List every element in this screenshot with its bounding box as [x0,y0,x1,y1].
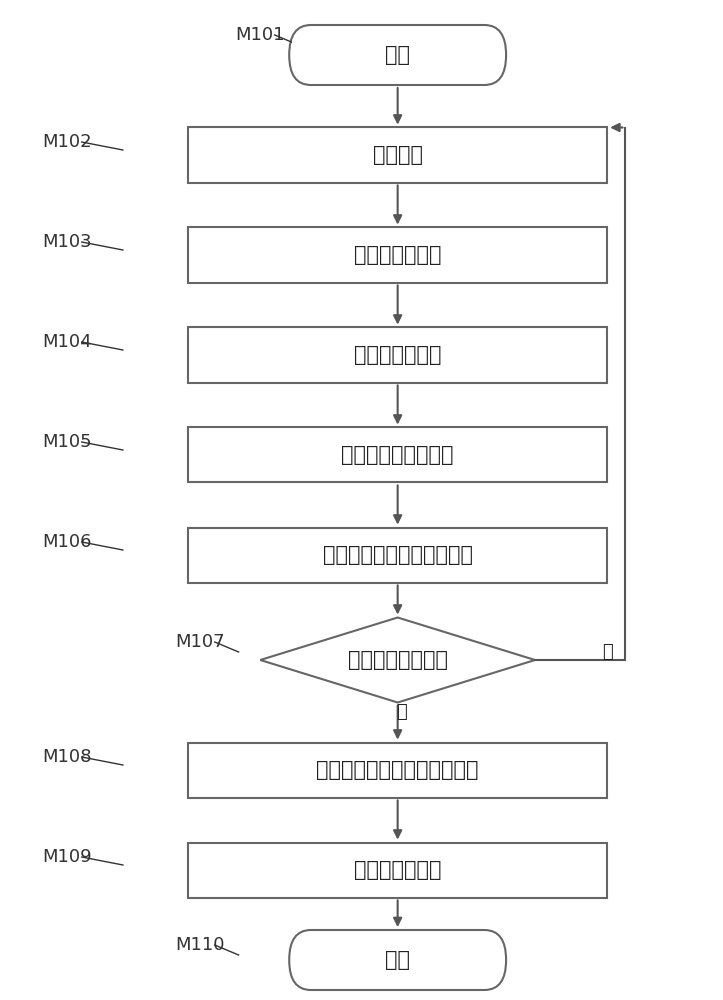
Text: 发出信息并报警: 发出信息并报警 [354,860,442,880]
Text: 是: 是 [396,703,406,721]
Text: M109: M109 [42,848,92,866]
Text: 开始: 开始 [385,45,410,65]
Text: 结束: 结束 [385,950,410,970]
Text: M107: M107 [175,633,225,651]
Bar [188,328,607,382]
Text: M105: M105 [42,433,92,451]
FancyBboxPatch shape [289,25,506,85]
Text: M110: M110 [175,936,224,954]
Text: M102: M102 [42,133,92,151]
Text: M101: M101 [235,26,284,44]
Bar [188,842,607,898]
Text: M106: M106 [42,533,91,551]
Text: 数据库查询异物坐标对应距离: 数据库查询异物坐标对应距离 [317,760,479,780]
Polygon shape [260,617,535,702]
Text: 异物特征点选取: 异物特征点选取 [354,245,442,265]
Text: 异物特征点匹配: 异物特征点匹配 [354,345,442,365]
Bar [188,742,607,798]
Text: M108: M108 [42,748,91,766]
Bar [188,427,607,482]
Text: 否: 否 [602,643,612,661]
Text: 异物特征点三维重建: 异物特征点三维重建 [341,445,454,465]
Text: 异物识别: 异物识别 [372,145,423,165]
Bar [188,127,607,182]
Bar [188,228,607,282]
Text: 异物三维坐标与数据库比对: 异物三维坐标与数据库比对 [322,545,473,565]
Bar [188,528,607,582]
Text: M103: M103 [42,233,92,251]
Text: M104: M104 [42,333,92,351]
Text: 是否属于数据库？: 是否属于数据库？ [348,650,448,670]
FancyBboxPatch shape [289,930,506,990]
